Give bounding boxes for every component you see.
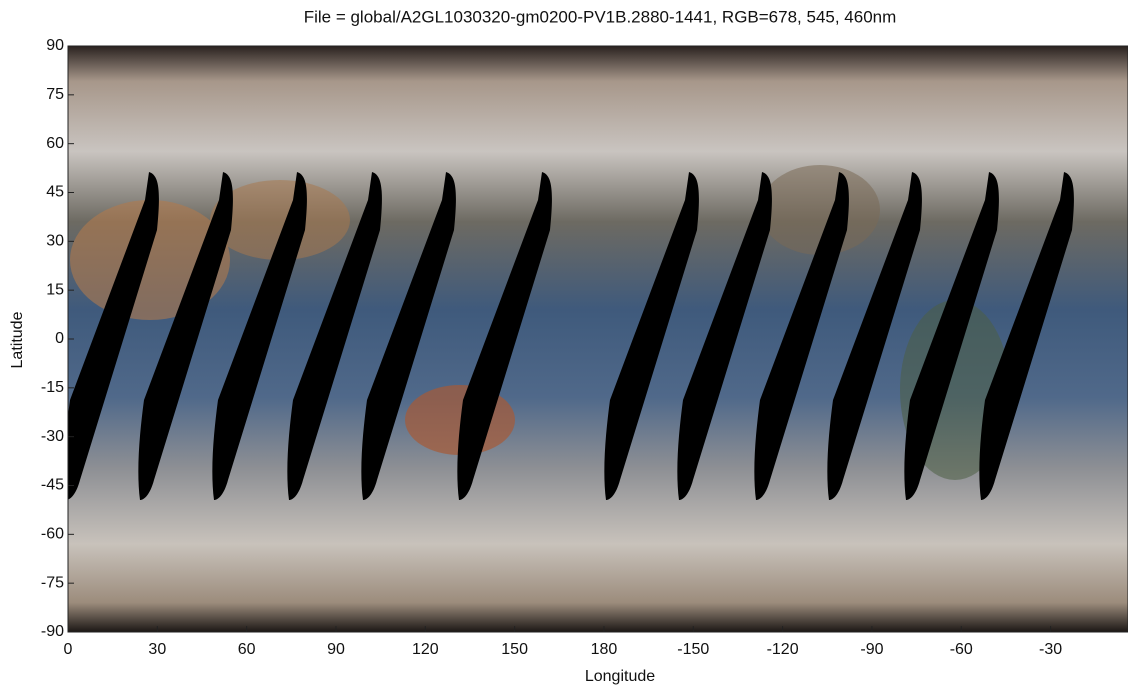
satellite-image [64, 46, 1128, 632]
y-tick-label: -30 [41, 428, 64, 445]
y-axis-label: Latitude [9, 311, 26, 368]
y-tick-label: 45 [46, 184, 64, 201]
x-tick-label: 180 [591, 641, 618, 658]
y-tick-label: 75 [46, 86, 64, 103]
y-tick-label: -75 [41, 574, 64, 591]
y-tick-label: 30 [46, 233, 64, 250]
y-tick-label: 15 [46, 281, 64, 298]
x-tick-label: -90 [860, 641, 883, 658]
x-tick-label: 150 [501, 641, 528, 658]
y-tick-label: 60 [46, 135, 64, 152]
map-title: File = global/A2GL1030320-gm0200-PV1B.28… [304, 7, 897, 26]
x-tick-label: 30 [148, 641, 166, 658]
y-tick-label: -60 [41, 526, 64, 543]
y-tick-label: 0 [55, 330, 64, 347]
map-figure: File = global/A2GL1030320-gm0200-PV1B.28… [0, 0, 1128, 686]
x-tick-label: -120 [767, 641, 799, 658]
x-tick-label: 120 [412, 641, 439, 658]
x-tick-label: 60 [238, 641, 256, 658]
y-tick-label: -45 [41, 477, 64, 494]
x-tick-label: 90 [327, 641, 345, 658]
x-tick-label: -60 [950, 641, 973, 658]
y-tick-label: 90 [46, 37, 64, 54]
x-tick-label: 0 [64, 641, 73, 658]
x-axis-label: Longitude [585, 668, 655, 685]
x-tick-label: -30 [1039, 641, 1062, 658]
y-tick-label: -90 [41, 623, 64, 640]
x-tick-label: -150 [677, 641, 709, 658]
y-tick-label: -15 [41, 379, 64, 396]
